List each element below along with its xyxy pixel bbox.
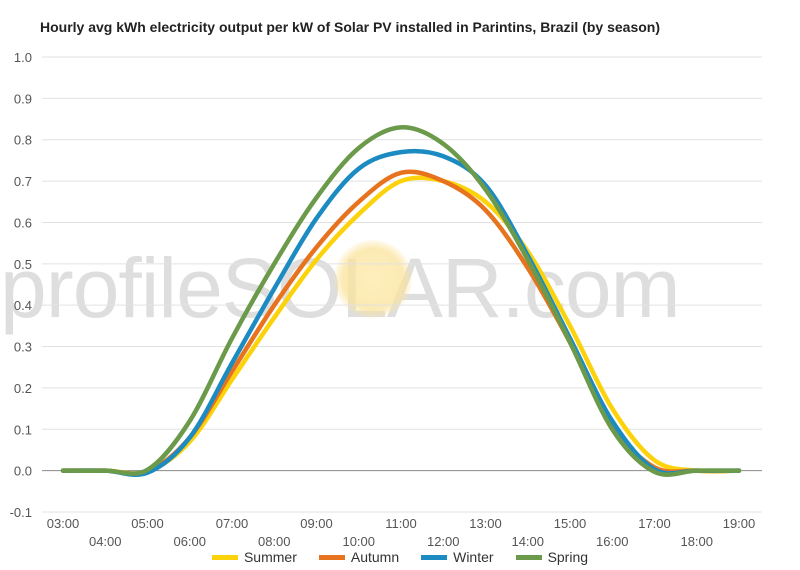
x-tick-label: 09:00 [300, 516, 333, 531]
x-tick-label: 17:00 [638, 516, 671, 531]
legend-item-spring[interactable]: Spring [515, 549, 589, 565]
legend-label: Summer [243, 549, 297, 565]
x-tick-label: 13:00 [469, 516, 502, 531]
legend-swatch [318, 554, 345, 560]
legend-label: Winter [453, 549, 494, 565]
x-tick-label: 14:00 [511, 534, 544, 549]
chart-title: Hourly avg kWh electricity output per kW… [40, 19, 661, 35]
y-tick-label: 0.3 [14, 340, 32, 355]
x-tick-label: 12:00 [427, 534, 460, 549]
series-line-autumn [60, 169, 742, 476]
y-tick-label: 0.5 [14, 257, 32, 272]
legend-label: Spring [547, 549, 589, 565]
chart-legend: Summer Autumn Winter Spring [0, 549, 800, 565]
legend-swatch [211, 554, 238, 560]
legend-swatch [515, 554, 542, 560]
x-tick-label: 08:00 [258, 534, 291, 549]
y-tick-label: 0.1 [14, 422, 32, 437]
legend-swatch [421, 554, 448, 560]
series-line-spring [60, 125, 742, 477]
y-tick-label: 0.2 [14, 381, 32, 396]
x-tick-label: 19:00 [723, 516, 756, 531]
legend-item-summer[interactable]: Summer [211, 549, 297, 565]
x-tick-label: 03:00 [47, 516, 80, 531]
y-tick-label: 0.0 [14, 464, 32, 479]
y-tick-label: 0.9 [14, 91, 32, 106]
x-tick-label: 15:00 [554, 516, 587, 531]
x-tick-label: 11:00 [385, 516, 417, 531]
x-tick-label: 10:00 [342, 534, 375, 549]
legend-item-winter[interactable]: Winter [421, 549, 494, 565]
series-line-winter [60, 148, 742, 478]
y-tick-label: 0.8 [14, 133, 32, 148]
y-tick-label: 1.0 [14, 50, 32, 65]
legend-label: Autumn [350, 549, 400, 565]
x-tick-label: 18:00 [680, 534, 713, 549]
x-tick-label: 07:00 [216, 516, 249, 531]
legend-item-autumn[interactable]: Autumn [318, 549, 400, 565]
x-tick-label: 05:00 [131, 516, 164, 531]
x-tick-label: 16:00 [596, 534, 629, 549]
y-tick-label: 0.7 [14, 174, 32, 189]
x-tick-label: 04:00 [89, 534, 122, 549]
y-tick-label: -0.1 [10, 505, 32, 520]
x-tick-label: 06:00 [173, 534, 206, 549]
y-tick-label: 0.4 [14, 298, 32, 313]
y-tick-label: 0.6 [14, 215, 32, 230]
